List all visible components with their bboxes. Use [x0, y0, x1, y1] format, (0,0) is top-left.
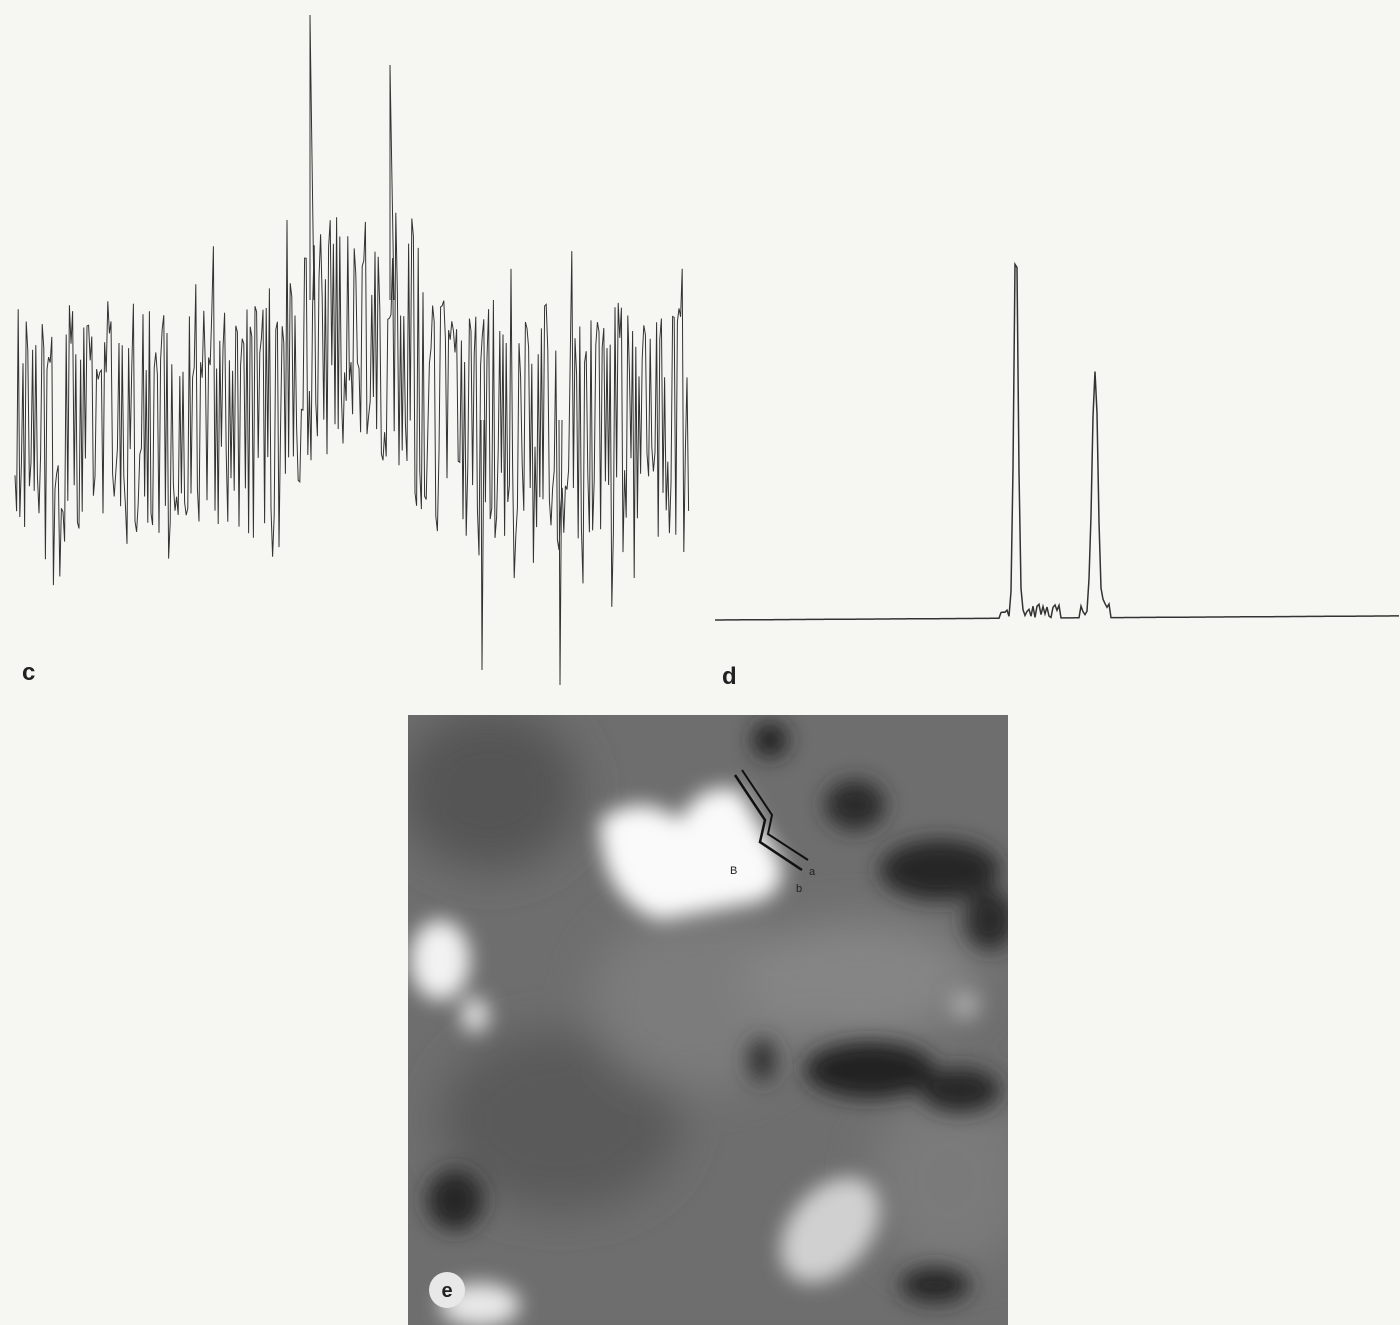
panel-c: c — [15, 15, 689, 686]
panel-label: c — [22, 659, 35, 686]
panel-label: e — [441, 1280, 452, 1302]
page: c d — [0, 0, 1400, 1325]
panel-label: d — [722, 663, 737, 690]
spectrum-trace — [715, 264, 1399, 620]
signal-trace — [15, 15, 689, 685]
figure: c d — [0, 0, 1400, 1325]
panel-d: d — [715, 264, 1399, 690]
panel-e: B a b e — [400, 710, 1030, 1325]
annotation: B — [730, 865, 737, 877]
annotation: a — [809, 866, 816, 878]
density-map — [400, 710, 1030, 1325]
annotation: b — [796, 883, 802, 895]
